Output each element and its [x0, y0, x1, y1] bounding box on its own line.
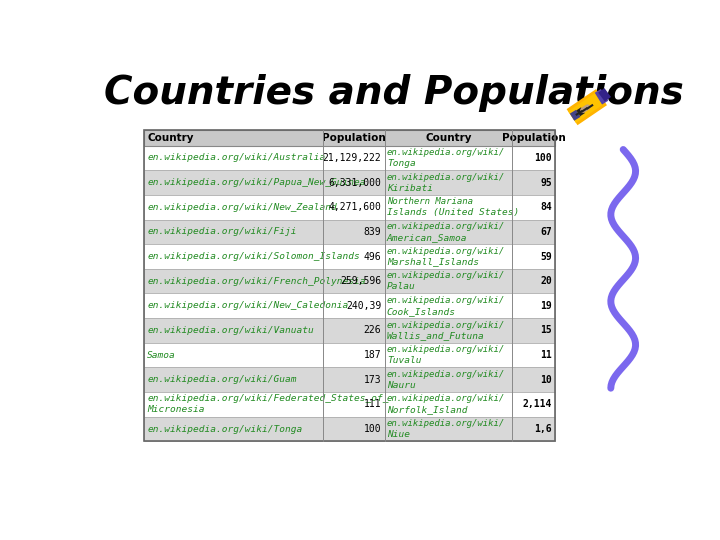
- Text: Micronesia: Micronesia: [148, 406, 205, 414]
- Text: en.wikipedia.org/wiki/Guam: en.wikipedia.org/wiki/Guam: [148, 375, 297, 384]
- Text: Wallis_and_Futuna: Wallis_and_Futuna: [387, 332, 485, 340]
- Bar: [144, 130, 555, 146]
- Text: 59: 59: [540, 252, 552, 261]
- Text: en.wikipedia.org/wiki/: en.wikipedia.org/wiki/: [387, 345, 505, 354]
- Text: en.wikipedia.org/wiki/French_Polynesia: en.wikipedia.org/wiki/French_Polynesia: [148, 276, 366, 286]
- Text: Countries and Populations: Countries and Populations: [104, 74, 684, 112]
- Text: 2,114: 2,114: [523, 400, 552, 409]
- Bar: [144, 269, 555, 294]
- Text: en.wikipedia.org/wiki/: en.wikipedia.org/wiki/: [387, 394, 505, 403]
- Text: 19: 19: [540, 301, 552, 311]
- Text: American_Samoa: American_Samoa: [387, 233, 467, 242]
- Text: 84: 84: [540, 202, 552, 212]
- Text: en.wikipedia.org/wiki/Vanuatu: en.wikipedia.org/wiki/Vanuatu: [148, 326, 314, 335]
- Text: Population: Population: [322, 133, 385, 143]
- Text: 6,331,000: 6,331,000: [328, 178, 382, 187]
- Text: en.wikipedia.org/wiki/Fiji: en.wikipedia.org/wiki/Fiji: [148, 227, 297, 237]
- Text: Tonga: Tonga: [387, 159, 415, 168]
- Text: en.wikipedia.org/wiki/: en.wikipedia.org/wiki/: [387, 222, 505, 231]
- Bar: [144, 220, 555, 244]
- Bar: [144, 367, 555, 392]
- Bar: [144, 417, 555, 441]
- Bar: [144, 170, 555, 195]
- Text: en.wikipedia.org/wiki/: en.wikipedia.org/wiki/: [387, 271, 505, 280]
- Text: 67: 67: [540, 227, 552, 237]
- Text: Norfolk_Island: Norfolk_Island: [387, 406, 467, 414]
- Text: en.wikipedia.org/wiki/: en.wikipedia.org/wiki/: [387, 148, 505, 157]
- Text: 111: 111: [364, 400, 382, 409]
- Bar: [144, 392, 555, 417]
- Text: 4,271,600: 4,271,600: [328, 202, 382, 212]
- Text: Marshall_Islands: Marshall_Islands: [387, 258, 479, 266]
- Text: 15: 15: [540, 326, 552, 335]
- Bar: [144, 130, 555, 441]
- Text: en.wikipedia.org/wiki/: en.wikipedia.org/wiki/: [387, 321, 505, 329]
- Text: en.wikipedia.org/wiki/Papua_New_Guinea: en.wikipedia.org/wiki/Papua_New_Guinea: [148, 178, 366, 187]
- Text: 839: 839: [364, 227, 382, 237]
- Text: en.wikipedia.org/wiki/: en.wikipedia.org/wiki/: [387, 370, 505, 379]
- Text: Kiribati: Kiribati: [387, 184, 433, 193]
- Text: 1,6: 1,6: [534, 424, 552, 434]
- Text: en.wikipedia.org/wiki/New_Caledonia: en.wikipedia.org/wiki/New_Caledonia: [148, 301, 348, 310]
- Text: en.wikipedia.org/wiki/Federated_States_of_: en.wikipedia.org/wiki/Federated_States_o…: [148, 394, 389, 403]
- Text: 226: 226: [364, 326, 382, 335]
- Text: 100: 100: [364, 424, 382, 434]
- Bar: [144, 294, 555, 318]
- Text: 496: 496: [364, 252, 382, 261]
- Text: en.wikipedia.org/wiki/Australia: en.wikipedia.org/wiki/Australia: [148, 153, 325, 163]
- Text: en.wikipedia.org/wiki/: en.wikipedia.org/wiki/: [387, 296, 505, 305]
- Text: 11: 11: [540, 350, 552, 360]
- Text: Niue: Niue: [387, 430, 410, 439]
- Text: 187: 187: [364, 350, 382, 360]
- Bar: [144, 195, 555, 220]
- Text: 173: 173: [364, 375, 382, 384]
- Text: en.wikipedia.org/wiki/Solomon_Islands: en.wikipedia.org/wiki/Solomon_Islands: [148, 252, 360, 261]
- Bar: [144, 343, 555, 367]
- Text: Cook_Islands: Cook_Islands: [387, 307, 456, 316]
- Bar: [144, 146, 555, 170]
- Text: Nauru: Nauru: [387, 381, 415, 390]
- Text: 259,596: 259,596: [341, 276, 382, 286]
- Text: en.wikipedia.org/wiki/New_Zealand: en.wikipedia.org/wiki/New_Zealand: [148, 202, 337, 212]
- Bar: [144, 318, 555, 343]
- Text: en.wikipedia.org/wiki/Tonga: en.wikipedia.org/wiki/Tonga: [148, 424, 302, 434]
- Text: Islands (United States): Islands (United States): [387, 208, 519, 217]
- Text: Tuvalu: Tuvalu: [387, 356, 421, 365]
- Text: Population: Population: [502, 133, 566, 143]
- Text: Samoa: Samoa: [148, 350, 176, 360]
- Text: Northern Mariana: Northern Mariana: [387, 197, 473, 206]
- Bar: [144, 244, 555, 269]
- Text: 20: 20: [540, 276, 552, 286]
- Text: 240,39: 240,39: [346, 301, 382, 311]
- Text: 10: 10: [540, 375, 552, 384]
- Text: Country: Country: [148, 133, 194, 143]
- Text: en.wikipedia.org/wiki/: en.wikipedia.org/wiki/: [387, 419, 505, 428]
- Text: 21,129,222: 21,129,222: [323, 153, 382, 163]
- Text: en.wikipedia.org/wiki/: en.wikipedia.org/wiki/: [387, 173, 505, 181]
- Text: Country: Country: [426, 133, 472, 143]
- Text: 95: 95: [540, 178, 552, 187]
- Text: 100: 100: [534, 153, 552, 163]
- Text: en.wikipedia.org/wiki/: en.wikipedia.org/wiki/: [387, 247, 505, 255]
- Text: Palau: Palau: [387, 282, 415, 291]
